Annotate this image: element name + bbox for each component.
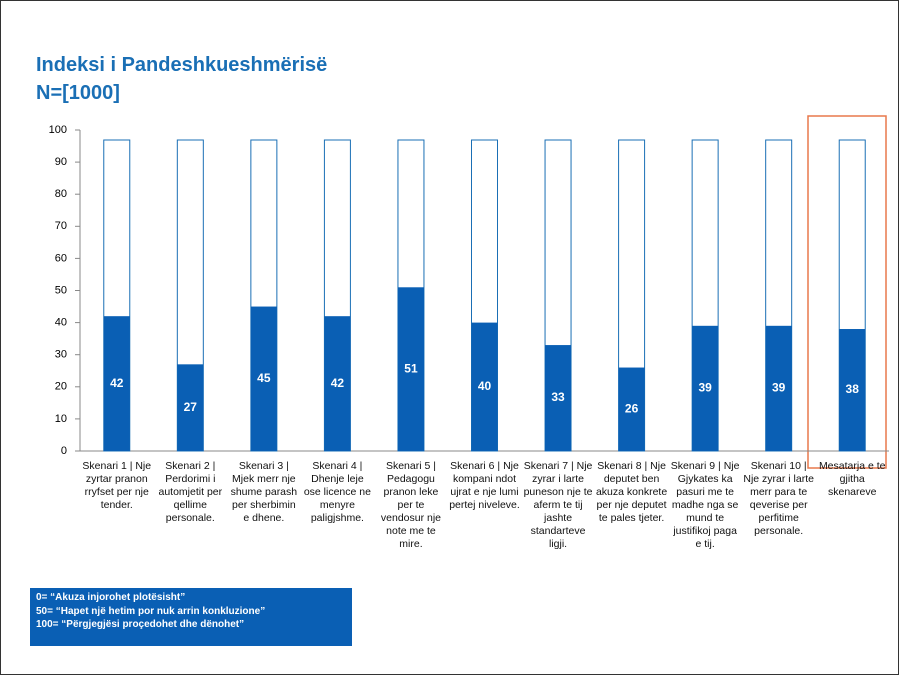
legend-box: 0= “Akuza injorohet plotësisht” 50= “Hape…	[30, 588, 352, 646]
y-tick-label: 90	[55, 156, 67, 168]
x-tick-label: Skenari 2 | Perdorimi i automjetit per q…	[158, 460, 223, 524]
x-tick-label: Skenari 3 | Mjek merr nje shume parash p…	[230, 460, 298, 524]
chart-subtitle: N=[1000]	[36, 82, 120, 104]
value-label: 39	[772, 381, 786, 395]
legend-note: 0= “Akuza injorohet plotësisht”	[36, 592, 186, 603]
y-tick-label: 0	[61, 445, 67, 457]
bar	[397, 287, 424, 451]
x-tick-label: Skenari 1 | Nje zyrtar pranon rryfset pe…	[82, 460, 152, 511]
legend-note: 100= “Përgjegjësi proçedohet dhe dënohet…	[36, 619, 245, 630]
highlight-box	[807, 115, 887, 469]
x-tick-label: Mesatarja e te gjitha skenareve	[818, 460, 886, 498]
x-tick-label: Skenari 4 | Dhenje leje ose licence ne m…	[303, 460, 371, 524]
bar	[177, 364, 204, 451]
y-tick-label: 100	[49, 124, 67, 136]
bar	[545, 345, 572, 451]
x-tick-label: Skenari 6 | Nje kompani ndot ujrat e nje…	[449, 460, 520, 511]
y-tick-label: 40	[55, 317, 67, 329]
value-label: 39	[698, 381, 712, 395]
value-label: 45	[257, 371, 271, 385]
x-tick-label: Skenari 5 | Pedagogu pranon leke per te …	[380, 460, 442, 550]
y-tick-label: 30	[55, 349, 67, 361]
x-tick-label: Skenari 10 | Nje zyrar i larte merr para…	[743, 460, 814, 537]
y-tick-label: 60	[55, 252, 67, 264]
y-tick-label: 20	[55, 381, 67, 393]
value-label: 38	[846, 382, 860, 396]
y-tick-label: 80	[55, 188, 67, 200]
bar	[471, 322, 498, 451]
bar	[103, 316, 130, 451]
value-label: 40	[478, 379, 492, 393]
bar	[765, 325, 792, 451]
legend-note: 50= “Hapet një hetim por nuk arrin konkl…	[36, 605, 266, 617]
chart-title: Indeksi i Pandeshkueshmërisë	[36, 54, 328, 76]
bar	[618, 367, 645, 451]
y-tick-label: 50	[55, 284, 67, 296]
x-tick-label: Skenari 8 | Nje deputet ben akuza konkre…	[595, 460, 668, 524]
value-label: 42	[110, 376, 124, 390]
x-tick-label: Skenari 7 | Nje zyrar i larte puneson nj…	[523, 460, 593, 550]
bar	[692, 325, 719, 451]
y-tick-label: 10	[55, 413, 67, 425]
bar	[324, 316, 351, 451]
bar	[839, 329, 866, 451]
y-tick-label: 70	[55, 220, 67, 232]
bar	[250, 306, 277, 451]
value-label: 27	[184, 400, 198, 414]
x-tick-label: Skenari 9 | Nje Gjykates ka pasuri me te…	[670, 460, 740, 550]
value-label: 33	[551, 390, 565, 404]
value-label: 51	[404, 361, 418, 375]
value-label: 26	[625, 401, 639, 415]
value-label: 42	[331, 376, 345, 390]
